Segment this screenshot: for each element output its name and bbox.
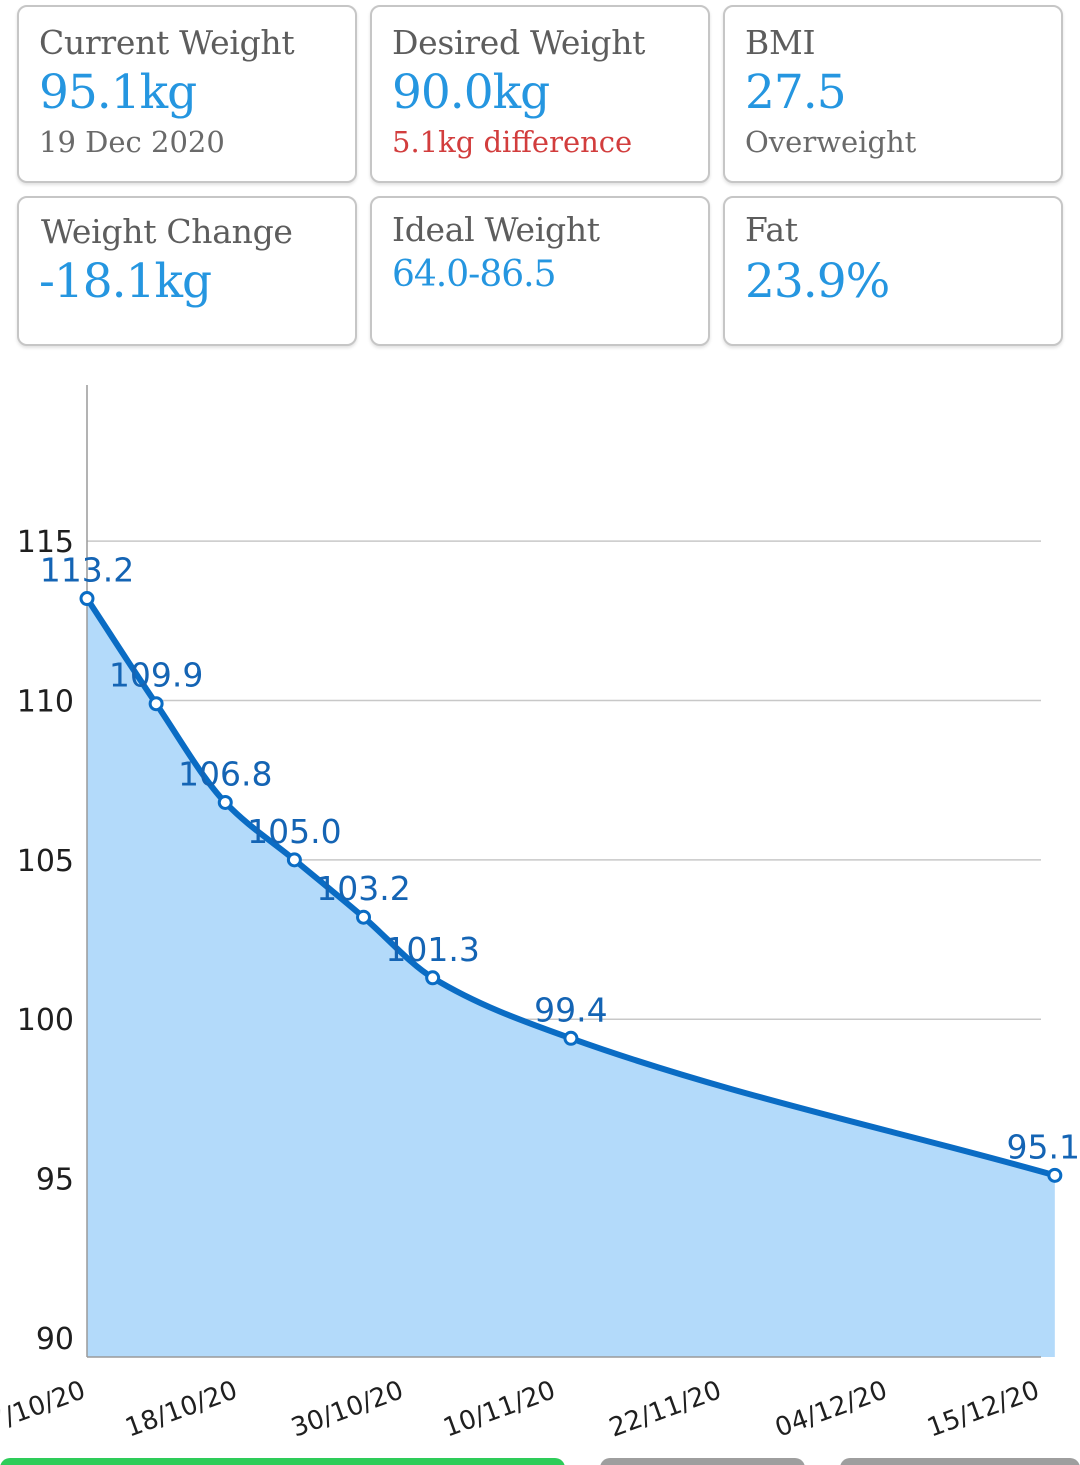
x-tick-label: 30/10/20 — [287, 1375, 407, 1443]
x-tick-label: 18/10/20 — [121, 1375, 241, 1443]
weight-change-label: Weight Change — [41, 212, 293, 251]
weight-change-value: -18.1kg — [39, 254, 212, 309]
current-weight-value: 95.1kg — [39, 65, 197, 120]
data-point — [217, 794, 233, 810]
data-point — [356, 909, 372, 925]
data-point — [425, 970, 441, 986]
y-tick-label: 115 — [17, 525, 74, 560]
data-point — [148, 696, 164, 712]
data-point — [286, 852, 302, 868]
data-label: 99.4 — [534, 990, 607, 1029]
data-label: 105.0 — [247, 812, 341, 851]
fat-label: Fat — [745, 210, 798, 249]
ideal-weight-label: Ideal Weight — [392, 210, 600, 249]
y-tick-label: 100 — [17, 1003, 74, 1038]
bottom-button-gray-2[interactable] — [840, 1458, 1080, 1465]
fat-card[interactable]: Fat 23.9% — [723, 196, 1063, 346]
x-axis-ticks: 07/10/20 18/10/20 30/10/20 10/11/20 22/11/20… — [0, 1375, 1043, 1443]
data-label: 95.1 — [1007, 1127, 1080, 1166]
current-weight-date: 19 Dec 2020 — [39, 125, 225, 159]
weight-difference-text: 5.1kg difference — [392, 125, 633, 159]
y-axis-ticks: 90 95 100 105 110 115 — [17, 525, 74, 1357]
current-weight-label: Current Weight — [39, 23, 295, 62]
data-point — [563, 1030, 579, 1046]
desired-weight-label: Desired Weight — [392, 23, 646, 62]
bottom-button-green[interactable] — [0, 1458, 565, 1465]
x-tick-label: 04/12/20 — [771, 1375, 891, 1443]
data-label: 101.3 — [385, 930, 479, 969]
ideal-weight-value: 64.0-86.5 — [392, 254, 556, 295]
y-tick-label: 105 — [17, 844, 74, 879]
data-label: 113.2 — [40, 551, 134, 590]
y-tick-label: 90 — [36, 1322, 74, 1357]
y-tick-label: 110 — [17, 685, 74, 720]
data-points — [79, 591, 1063, 1183]
bmi-label: BMI — [745, 23, 816, 62]
data-label: 106.8 — [178, 754, 272, 793]
x-tick-label: 22/11/20 — [605, 1375, 725, 1443]
data-point — [1047, 1167, 1063, 1183]
x-tick-label: 07/10/20 — [0, 1375, 89, 1443]
current-weight-card[interactable]: Current Weight 95.1kg 19 Dec 2020 — [17, 5, 357, 183]
bmi-category: Overweight — [745, 125, 917, 159]
bottom-button-gray-1[interactable] — [600, 1458, 805, 1465]
bmi-value: 27.5 — [745, 65, 847, 120]
data-labels: 113.2 109.9 106.8 105.0 103.2 101.3 99.4 95.1 — [40, 551, 1080, 1167]
fat-value: 23.9% — [745, 254, 890, 309]
x-tick-label: 15/12/20 — [923, 1375, 1043, 1443]
data-point — [79, 591, 95, 607]
desired-weight-value: 90.0kg — [392, 65, 550, 120]
ideal-weight-card[interactable]: Ideal Weight 64.0-86.5 — [370, 196, 710, 346]
weight-change-card[interactable]: Weight Change -18.1kg — [17, 196, 357, 346]
x-tick-label: 10/11/20 — [439, 1375, 559, 1443]
bmi-card[interactable]: BMI 27.5 Overweight — [723, 5, 1063, 183]
y-tick-label: 95 — [36, 1163, 74, 1198]
weight-area-fill — [87, 598, 1055, 1357]
data-label: 109.9 — [109, 656, 203, 695]
desired-weight-card[interactable]: Desired Weight 90.0kg 5.1kg difference — [370, 5, 710, 183]
weight-chart[interactable]: 90 95 100 105 110 115 07/10/20 18/10/20 30/10/2… — [0, 370, 1080, 1455]
data-label: 103.2 — [316, 869, 410, 908]
